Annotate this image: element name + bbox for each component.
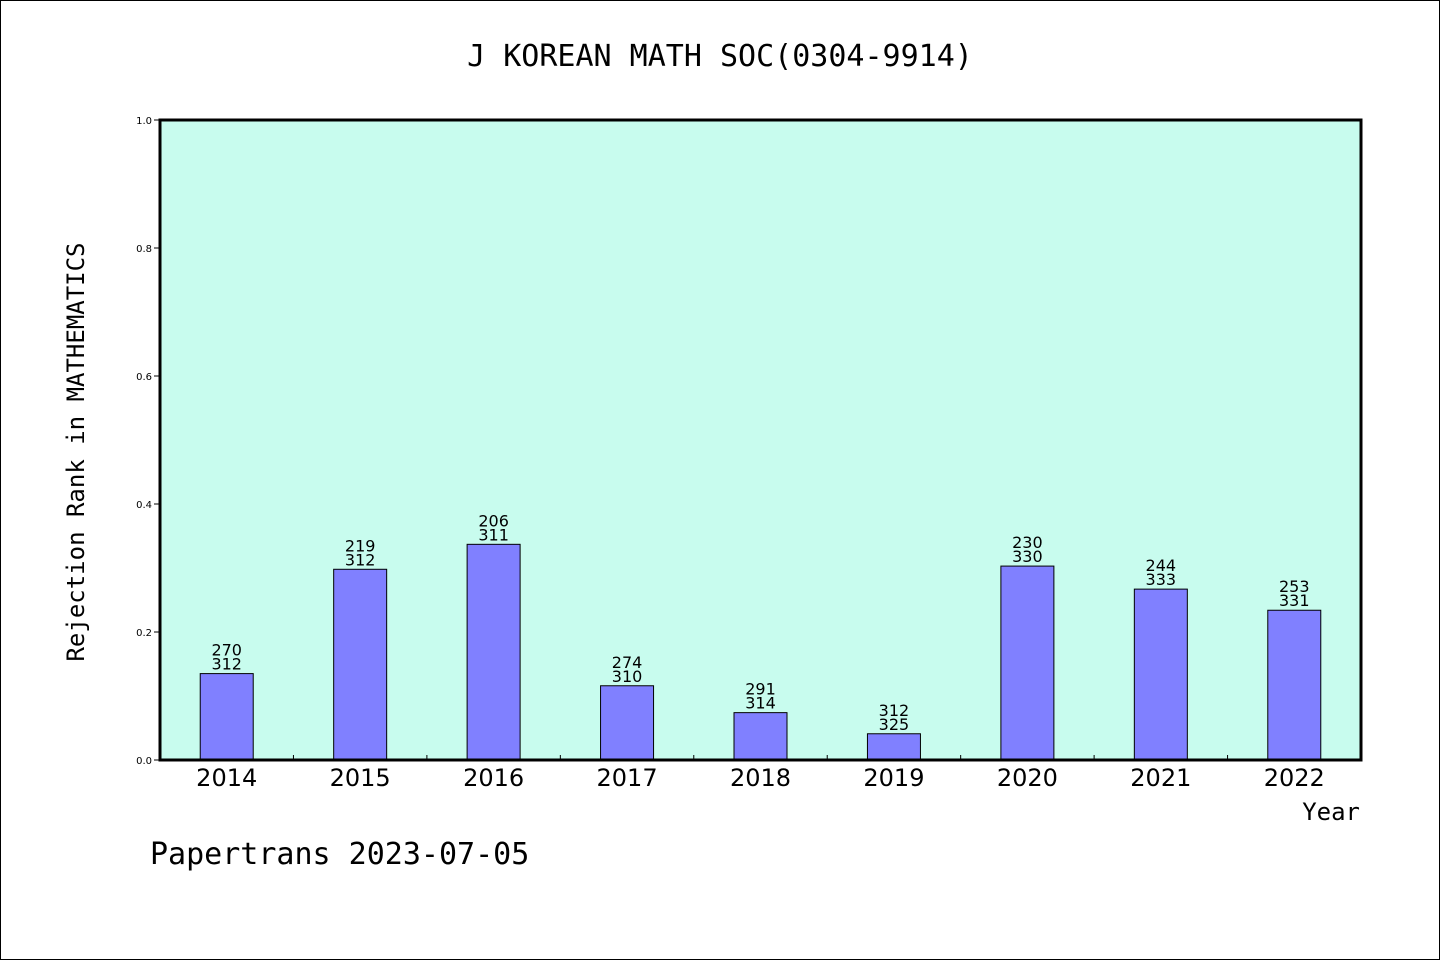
x-tick-label: 2017 [597, 764, 658, 792]
bar-2017 [600, 685, 655, 761]
bar-label-bottom: 310 [612, 667, 643, 686]
x-tick-label: 2018 [730, 764, 791, 792]
y-tick-label: 0.2 [136, 628, 152, 639]
bar-2020 [1000, 565, 1055, 761]
y-axis-label: Rejection Rank in MATHEMATICS [62, 242, 90, 661]
bar-2015 [333, 568, 388, 761]
bar-label-bottom: 333 [1146, 570, 1177, 589]
bar-label-top: 274 [612, 653, 643, 672]
y-tick-label: 0.0 [136, 756, 152, 767]
y-tick-label: 0.4 [136, 500, 152, 511]
bar-2022 [1267, 609, 1322, 761]
bar-2019 [866, 733, 921, 761]
bar-2018 [733, 712, 788, 761]
bar-label-top: 291 [745, 680, 776, 699]
chart-title: J KOREAN MATH SOC(0304-9914) [467, 39, 973, 74]
bar-label-bottom: 312 [345, 550, 376, 569]
bar-2021 [1133, 588, 1188, 761]
y-tick-label: 1.0 [136, 116, 152, 127]
x-tick-label: 2015 [330, 764, 391, 792]
x-tick-label: 2016 [463, 764, 524, 792]
x-tick-label: 2021 [1130, 764, 1191, 792]
bar-label-bottom: 330 [1012, 547, 1043, 566]
x-axis-label: Year [1302, 798, 1360, 826]
bar-2014 [199, 673, 254, 761]
bar-label-top: 206 [478, 511, 509, 530]
y-tick-label: 0.8 [136, 244, 152, 255]
bar-2016 [466, 543, 521, 761]
x-tick-label: 2020 [997, 764, 1058, 792]
bar-label-top: 244 [1146, 556, 1177, 575]
bar-label-top: 219 [345, 536, 376, 555]
x-tick-label: 2019 [863, 764, 924, 792]
y-tick-label: 0.6 [136, 372, 152, 383]
bar-label-bottom: 325 [879, 715, 910, 734]
footer-date-stamp: Papertrans 2023-07-05 [150, 837, 529, 872]
bar-label-top: 270 [211, 641, 242, 660]
bar-label-bottom: 311 [478, 525, 509, 544]
bar-label-bottom: 314 [745, 694, 776, 713]
bar-label-top: 312 [879, 701, 910, 720]
x-tick-label: 2022 [1264, 764, 1325, 792]
x-tick-label: 2014 [196, 764, 257, 792]
bar-label-top: 230 [1012, 533, 1043, 552]
bar-label-bottom: 331 [1279, 591, 1310, 610]
bar-label-top: 253 [1279, 577, 1310, 596]
y-axis: 0.0 0.2 0.4 0.6 0.8 1.0 [136, 116, 160, 767]
bar-label-bottom: 312 [211, 655, 242, 674]
bars [199, 543, 1322, 761]
x-axis: 2014 2015 2016 2017 2018 2019 2020 2021 2022 [196, 755, 1325, 792]
plot-border [158, 118, 1363, 762]
